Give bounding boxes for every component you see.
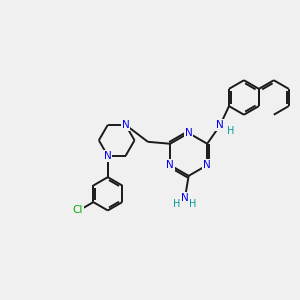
- Text: N: N: [122, 120, 130, 130]
- Text: H: H: [189, 199, 196, 209]
- Text: N: N: [182, 193, 189, 203]
- Text: N: N: [203, 160, 211, 170]
- Text: N: N: [104, 151, 112, 161]
- Text: N: N: [166, 160, 174, 170]
- Text: Cl: Cl: [73, 205, 83, 215]
- Text: N: N: [185, 128, 193, 138]
- Text: H: H: [227, 126, 234, 136]
- Text: H: H: [173, 199, 180, 209]
- Text: N: N: [216, 120, 224, 130]
